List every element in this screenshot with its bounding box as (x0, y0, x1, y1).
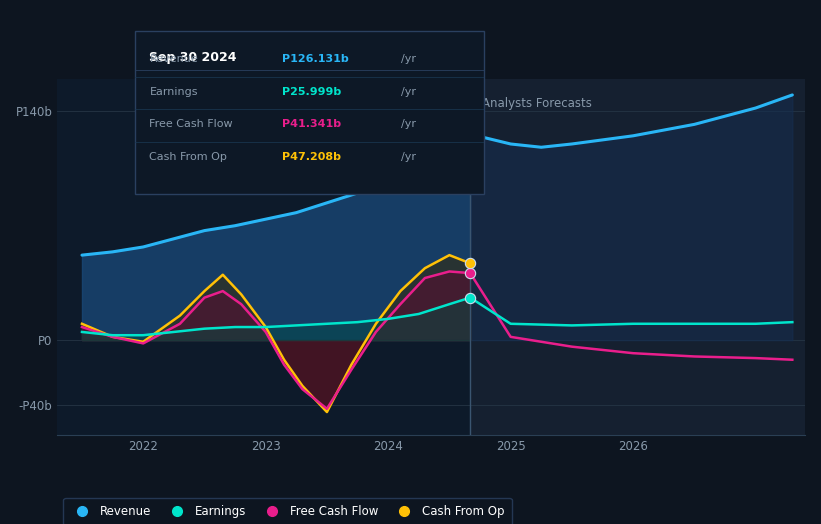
Text: Cash From Op: Cash From Op (149, 151, 227, 161)
Text: P25.999b: P25.999b (282, 86, 342, 96)
Text: /yr: /yr (401, 86, 415, 96)
Point (464, 130, 477, 138)
Text: Revenue: Revenue (149, 54, 198, 64)
Legend: Revenue, Earnings, Free Cash Flow, Cash From Op: Revenue, Earnings, Free Cash Flow, Cash … (63, 498, 511, 524)
Point (464, 259, 477, 267)
Text: /yr: /yr (401, 151, 415, 161)
Point (464, 269, 477, 277)
Text: Analysts Forecasts: Analysts Forecasts (483, 96, 592, 110)
Text: Sep 30 2024: Sep 30 2024 (149, 51, 237, 64)
Text: Earnings: Earnings (149, 86, 198, 96)
Text: Past: Past (439, 96, 464, 110)
Text: /yr: /yr (401, 54, 415, 64)
FancyBboxPatch shape (135, 31, 484, 194)
Point (464, 293, 477, 302)
Text: P47.208b: P47.208b (282, 151, 341, 161)
Text: P41.341b: P41.341b (282, 119, 342, 129)
Text: P126.131b: P126.131b (282, 54, 349, 64)
Text: /yr: /yr (401, 119, 415, 129)
Bar (470, 79, 805, 435)
Text: Free Cash Flow: Free Cash Flow (149, 119, 233, 129)
